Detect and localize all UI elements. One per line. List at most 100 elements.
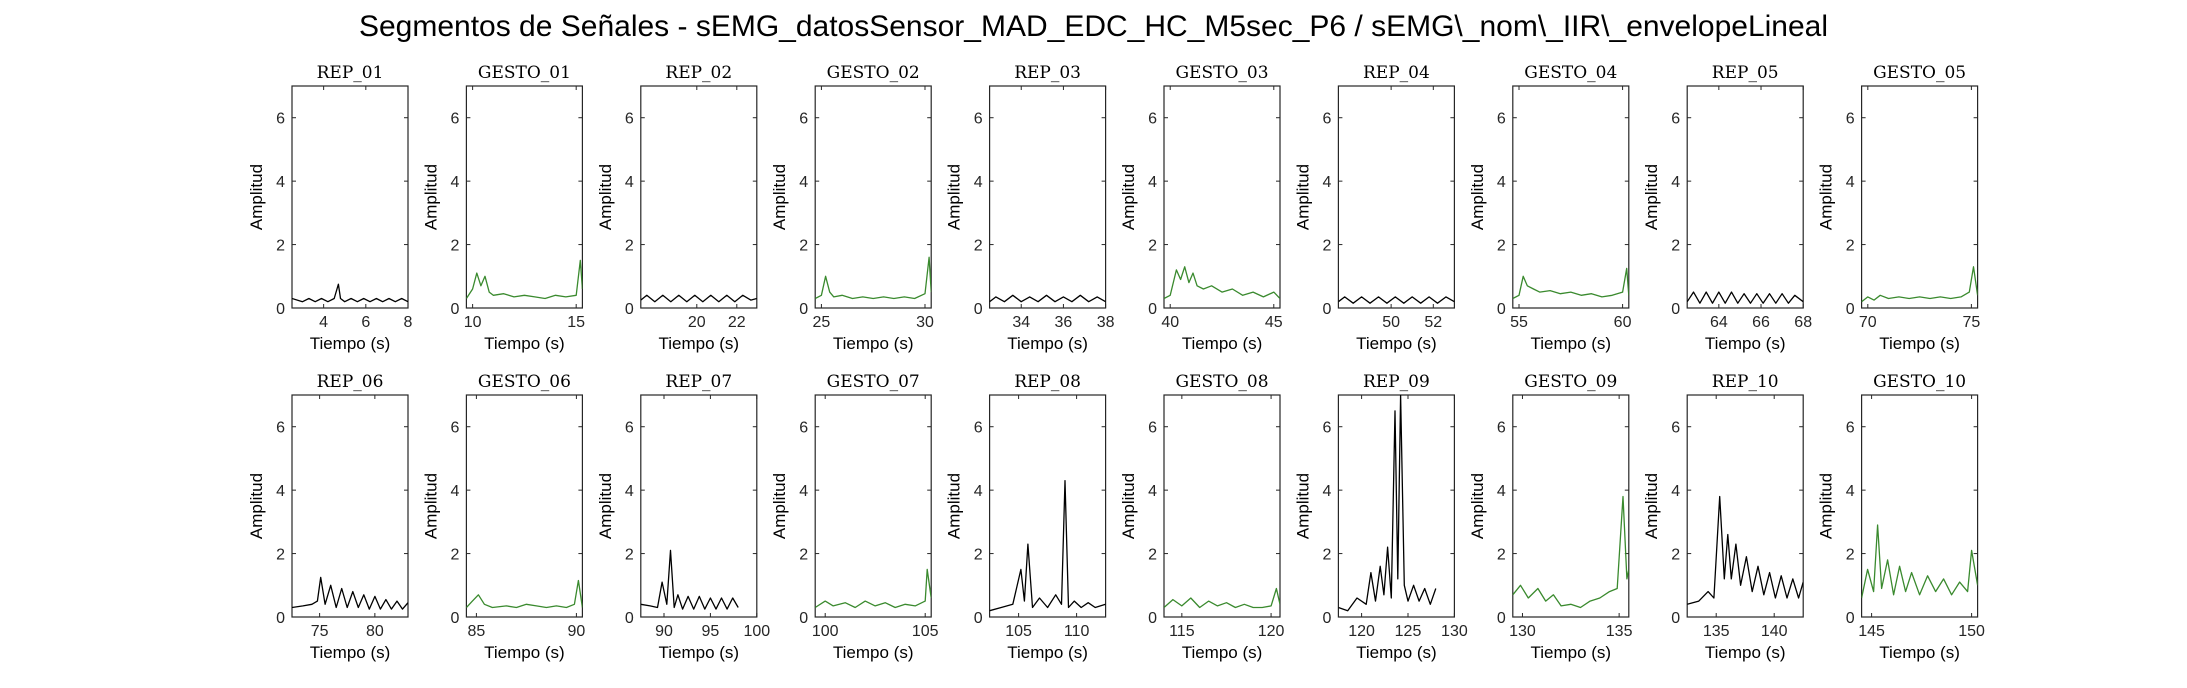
y-tick-label: 0 (450, 301, 459, 318)
x-tick-label: 85 (468, 623, 486, 640)
axes-box (465, 85, 583, 309)
x-tick-label: 135 (1606, 623, 1633, 640)
y-tick-label: 0 (1846, 610, 1855, 627)
y-tick-label: 2 (1322, 238, 1331, 255)
subplot-title: REP_06 (317, 372, 384, 392)
y-tick-label: 4 (974, 483, 983, 500)
subplot-gesto-07: GESTO_07 0 2 4 6 100 105 Tiempo (s) Amplitud (770, 372, 938, 662)
y-tick-label: 2 (1497, 547, 1506, 564)
y-axis-label: Amplitud (421, 473, 440, 539)
y-tick-label: 0 (1497, 610, 1506, 627)
x-tick-label: 6 (361, 314, 370, 331)
x-axis-label: Tiempo (s) (1007, 334, 1088, 353)
x-axis-label: Tiempo (s) (658, 334, 739, 353)
series-line (1164, 266, 1280, 300)
axes-box (291, 394, 409, 618)
subplot-rep-08: REP_08 0 2 4 6 105 110 Tiempo (s) Amplitud (945, 372, 1107, 662)
y-tick-label: 2 (276, 547, 285, 564)
y-tick-label: 6 (625, 420, 634, 437)
series-line (815, 256, 932, 300)
x-tick-label: 64 (1710, 314, 1728, 331)
y-tick-label: 4 (1846, 483, 1855, 500)
x-tick-label: 60 (1614, 314, 1632, 331)
y-axis-label: Amplitud (421, 164, 440, 230)
y-tick-label: 0 (625, 610, 634, 627)
x-tick-label: 8 (404, 314, 413, 331)
subplot-title: REP_05 (1712, 63, 1779, 83)
subplot-rep-01: REP_01 0 2 4 6 4 6 8 Tiempo (s) Amplitud (247, 63, 413, 353)
series-line (989, 479, 1106, 612)
subplot-title: REP_08 (1014, 372, 1081, 392)
subplot-title: REP_01 (317, 63, 384, 83)
subplot-title: GESTO_07 (827, 372, 920, 392)
x-tick-label: 90 (655, 623, 673, 640)
x-axis-label: Tiempo (s) (1356, 334, 1437, 353)
axes-box (1512, 85, 1630, 309)
y-tick-label: 0 (1322, 610, 1331, 627)
y-tick-label: 0 (450, 610, 459, 627)
x-tick-label: 125 (1395, 623, 1422, 640)
y-axis-label: Amplitud (1119, 164, 1138, 230)
y-axis-label: Amplitud (247, 164, 266, 230)
y-tick-label: 0 (1148, 301, 1157, 318)
series-line (1164, 587, 1280, 609)
y-tick-label: 2 (450, 547, 459, 564)
y-tick-label: 0 (1148, 610, 1157, 627)
x-tick-label: 120 (1258, 623, 1285, 640)
x-tick-label: 75 (311, 623, 329, 640)
y-tick-label: 0 (1671, 610, 1680, 627)
x-tick-label: 145 (1858, 623, 1885, 640)
series-line (1861, 524, 1978, 599)
x-axis-label: Tiempo (s) (833, 643, 914, 662)
y-tick-label: 4 (1497, 174, 1506, 191)
y-axis-label: Amplitud (1817, 473, 1836, 539)
subplot-title: GESTO_05 (1873, 63, 1966, 83)
subplot-title: GESTO_08 (1175, 372, 1268, 392)
x-axis-label: Tiempo (s) (1007, 643, 1088, 662)
y-tick-label: 4 (450, 483, 459, 500)
series-line (1687, 291, 1804, 304)
axes-box (1163, 85, 1281, 309)
x-tick-label: 130 (1509, 623, 1536, 640)
x-tick-label: 95 (702, 623, 720, 640)
y-tick-label: 6 (1846, 111, 1855, 128)
y-tick-label: 4 (1148, 483, 1157, 500)
y-tick-label: 0 (1846, 301, 1855, 318)
y-tick-label: 6 (1322, 111, 1331, 128)
subplot-rep-05: REP_05 0 2 4 6 64 66 68 Tiempo (s) Amplitud (1642, 63, 1812, 353)
y-tick-label: 2 (450, 238, 459, 255)
axes-box (1337, 85, 1456, 309)
y-tick-label: 6 (625, 111, 634, 128)
subplot-title: GESTO_09 (1524, 372, 1617, 392)
x-tick-label: 105 (1005, 623, 1032, 640)
y-tick-label: 6 (1497, 111, 1506, 128)
x-axis-label: Tiempo (s) (833, 334, 914, 353)
y-tick-label: 2 (1846, 547, 1855, 564)
subplot-title: REP_03 (1014, 63, 1081, 83)
axes-box (291, 85, 409, 309)
y-axis-label: Amplitud (770, 473, 789, 539)
y-axis-label: Amplitud (945, 473, 964, 539)
x-tick-label: 36 (1055, 314, 1073, 331)
y-axis-label: Amplitud (596, 473, 615, 539)
y-axis-label: Amplitud (1119, 473, 1138, 539)
x-tick-label: 90 (568, 623, 586, 640)
y-axis-label: Amplitud (1642, 473, 1661, 539)
y-tick-label: 4 (276, 483, 285, 500)
y-tick-label: 4 (799, 483, 808, 500)
x-tick-label: 34 (1012, 314, 1030, 331)
series-line (466, 579, 583, 609)
x-axis-label: Tiempo (s) (658, 643, 739, 662)
y-tick-label: 0 (276, 301, 285, 318)
series-line (1512, 495, 1629, 609)
y-tick-label: 0 (974, 610, 983, 627)
y-axis-label: Amplitud (247, 473, 266, 539)
axes-box (465, 394, 583, 618)
series-line (1512, 267, 1629, 300)
subplot-title: REP_02 (665, 63, 732, 83)
